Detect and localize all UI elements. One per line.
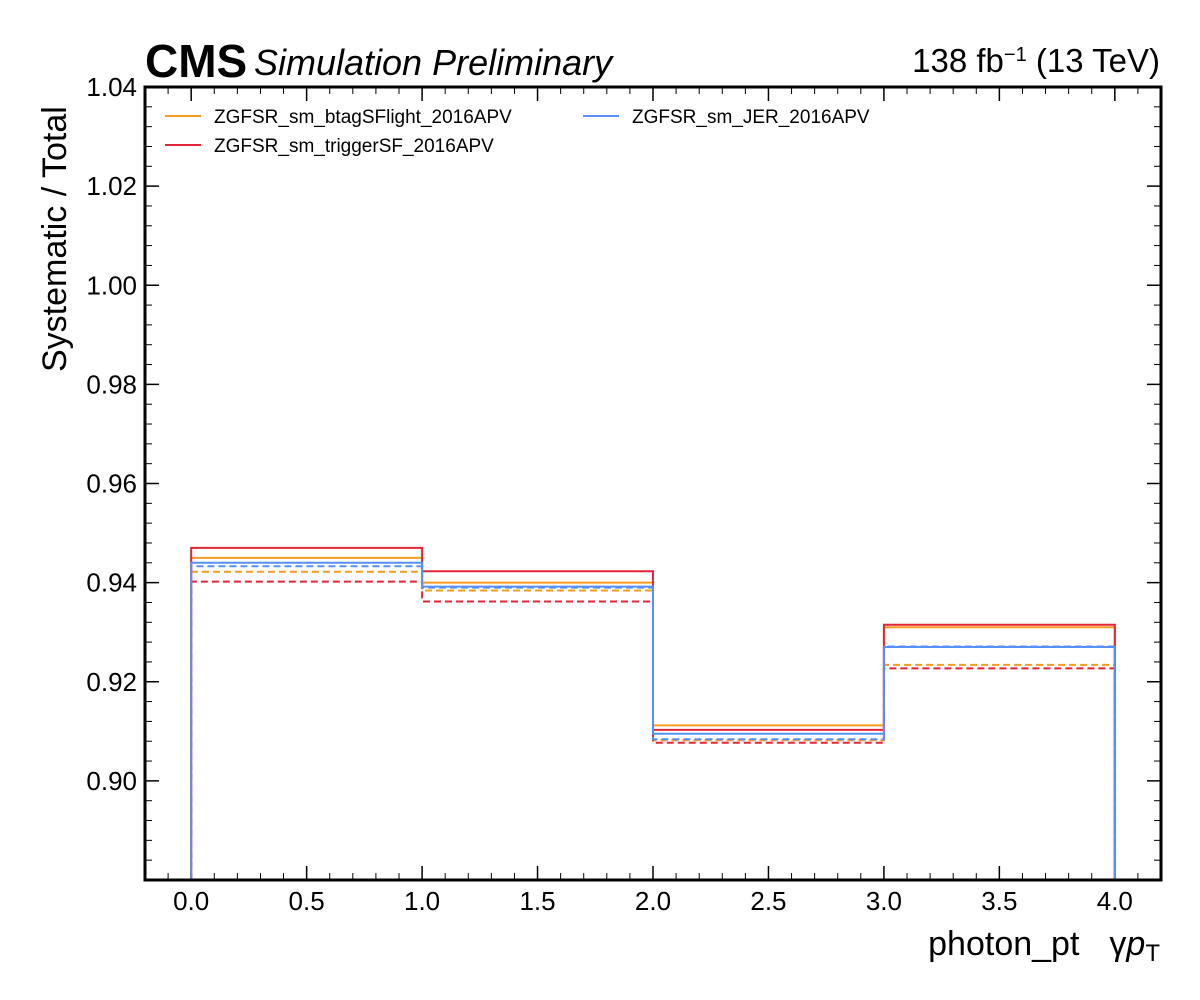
x-tick-label: 2.5 <box>750 886 786 916</box>
x-tick-label: 2.0 <box>635 886 671 916</box>
series-layer <box>190 546 1116 880</box>
y-axis-title: Systematic / Total <box>36 106 74 372</box>
lumi-energy: (13 TeV) <box>1027 42 1160 79</box>
lumi-label: 138 fb−1 (13 TeV) <box>912 42 1160 79</box>
lumi-exponent: −1 <box>1004 44 1027 66</box>
x-axis-title-text: photon_pt <box>928 925 1080 963</box>
y-tick-label: 1.02 <box>86 171 137 201</box>
x-tick-label: 0.0 <box>173 886 209 916</box>
x-tick-label: 3.0 <box>866 886 902 916</box>
legend: ZGFSR_sm_btagSFlight_2016APV ZGFSR_sm_tri… <box>165 107 870 157</box>
y-tick-label: 0.96 <box>86 469 137 499</box>
y-tick-label: 1.04 <box>86 72 137 102</box>
x-axis-title: photon_pt γpT <box>928 925 1160 967</box>
x-tick-label: 4.0 <box>1097 886 1133 916</box>
x-tick-label: 0.5 <box>289 886 325 916</box>
y-tick-label: 0.92 <box>86 667 137 697</box>
x-axis-symbol-sub: T <box>1145 940 1160 967</box>
y-tick-label: 0.94 <box>86 568 137 598</box>
legend-label: ZGFSR_sm_triggerSF_2016APV <box>214 136 494 157</box>
plot-frame <box>143 85 1163 882</box>
ticks-layer: 0.0 0.5 1.0 1.5 2.0 2.5 3.0 3.5 4.0 0.90 0.92 0.94 0… <box>86 72 1162 916</box>
x-axis-symbol-p: p <box>1125 925 1145 963</box>
legend-label: ZGFSR_sm_btagSFlight_2016APV <box>214 107 512 128</box>
x-tick-label: 1.0 <box>404 886 440 916</box>
lumi-value: 138 fb <box>912 42 1004 79</box>
y-tick-label: 0.90 <box>86 766 137 796</box>
x-tick-label: 1.5 <box>519 886 555 916</box>
y-tick-label: 0.98 <box>86 369 137 399</box>
cms-label: CMS <box>145 35 247 87</box>
series-JER-up <box>190 561 1116 880</box>
x-tick-label: 3.5 <box>981 886 1017 916</box>
y-tick-label: 1.00 <box>86 270 137 300</box>
legend-label: ZGFSR_sm_JER_2016APV <box>632 107 870 128</box>
x-axis-symbol-prefix: γ <box>1109 925 1126 963</box>
cms-subtitle: Simulation Preliminary <box>254 42 614 83</box>
